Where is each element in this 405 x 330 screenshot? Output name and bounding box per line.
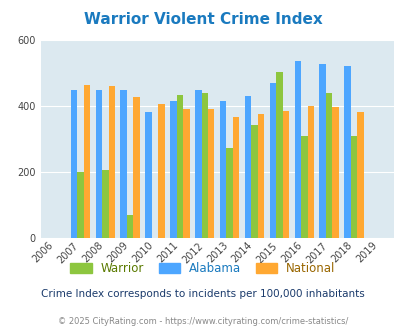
Text: Crime Index corresponds to incidents per 100,000 inhabitants: Crime Index corresponds to incidents per… bbox=[41, 289, 364, 299]
Bar bbox=[108, 86, 115, 238]
Bar bbox=[220, 101, 226, 238]
Bar bbox=[95, 90, 102, 238]
Bar bbox=[207, 109, 214, 238]
Bar bbox=[332, 107, 338, 238]
Bar bbox=[257, 114, 264, 238]
Bar bbox=[158, 104, 164, 238]
Bar bbox=[275, 72, 282, 238]
Bar bbox=[226, 148, 232, 238]
Text: Warrior Violent Crime Index: Warrior Violent Crime Index bbox=[83, 12, 322, 26]
Bar bbox=[319, 64, 325, 238]
Bar bbox=[294, 61, 300, 238]
Bar bbox=[307, 106, 313, 238]
Bar bbox=[201, 93, 207, 238]
Bar bbox=[127, 215, 133, 238]
Bar bbox=[145, 112, 151, 238]
Bar bbox=[70, 90, 77, 238]
Bar bbox=[343, 66, 350, 238]
Bar bbox=[83, 85, 90, 238]
Bar bbox=[300, 136, 307, 238]
Bar bbox=[244, 96, 251, 238]
Bar bbox=[176, 95, 183, 238]
Bar bbox=[194, 90, 201, 238]
Bar bbox=[102, 170, 108, 238]
Bar bbox=[251, 125, 257, 238]
Bar bbox=[350, 136, 356, 238]
Bar bbox=[269, 83, 275, 238]
Bar bbox=[77, 172, 83, 238]
Legend: Warrior, Alabama, National: Warrior, Alabama, National bbox=[67, 258, 338, 279]
Text: © 2025 CityRating.com - https://www.cityrating.com/crime-statistics/: © 2025 CityRating.com - https://www.city… bbox=[58, 317, 347, 326]
Bar bbox=[133, 97, 139, 238]
Bar bbox=[356, 112, 363, 238]
Bar bbox=[183, 109, 189, 238]
Bar bbox=[325, 93, 332, 238]
Bar bbox=[120, 90, 127, 238]
Bar bbox=[282, 111, 288, 238]
Bar bbox=[170, 101, 176, 238]
Bar bbox=[232, 117, 239, 238]
